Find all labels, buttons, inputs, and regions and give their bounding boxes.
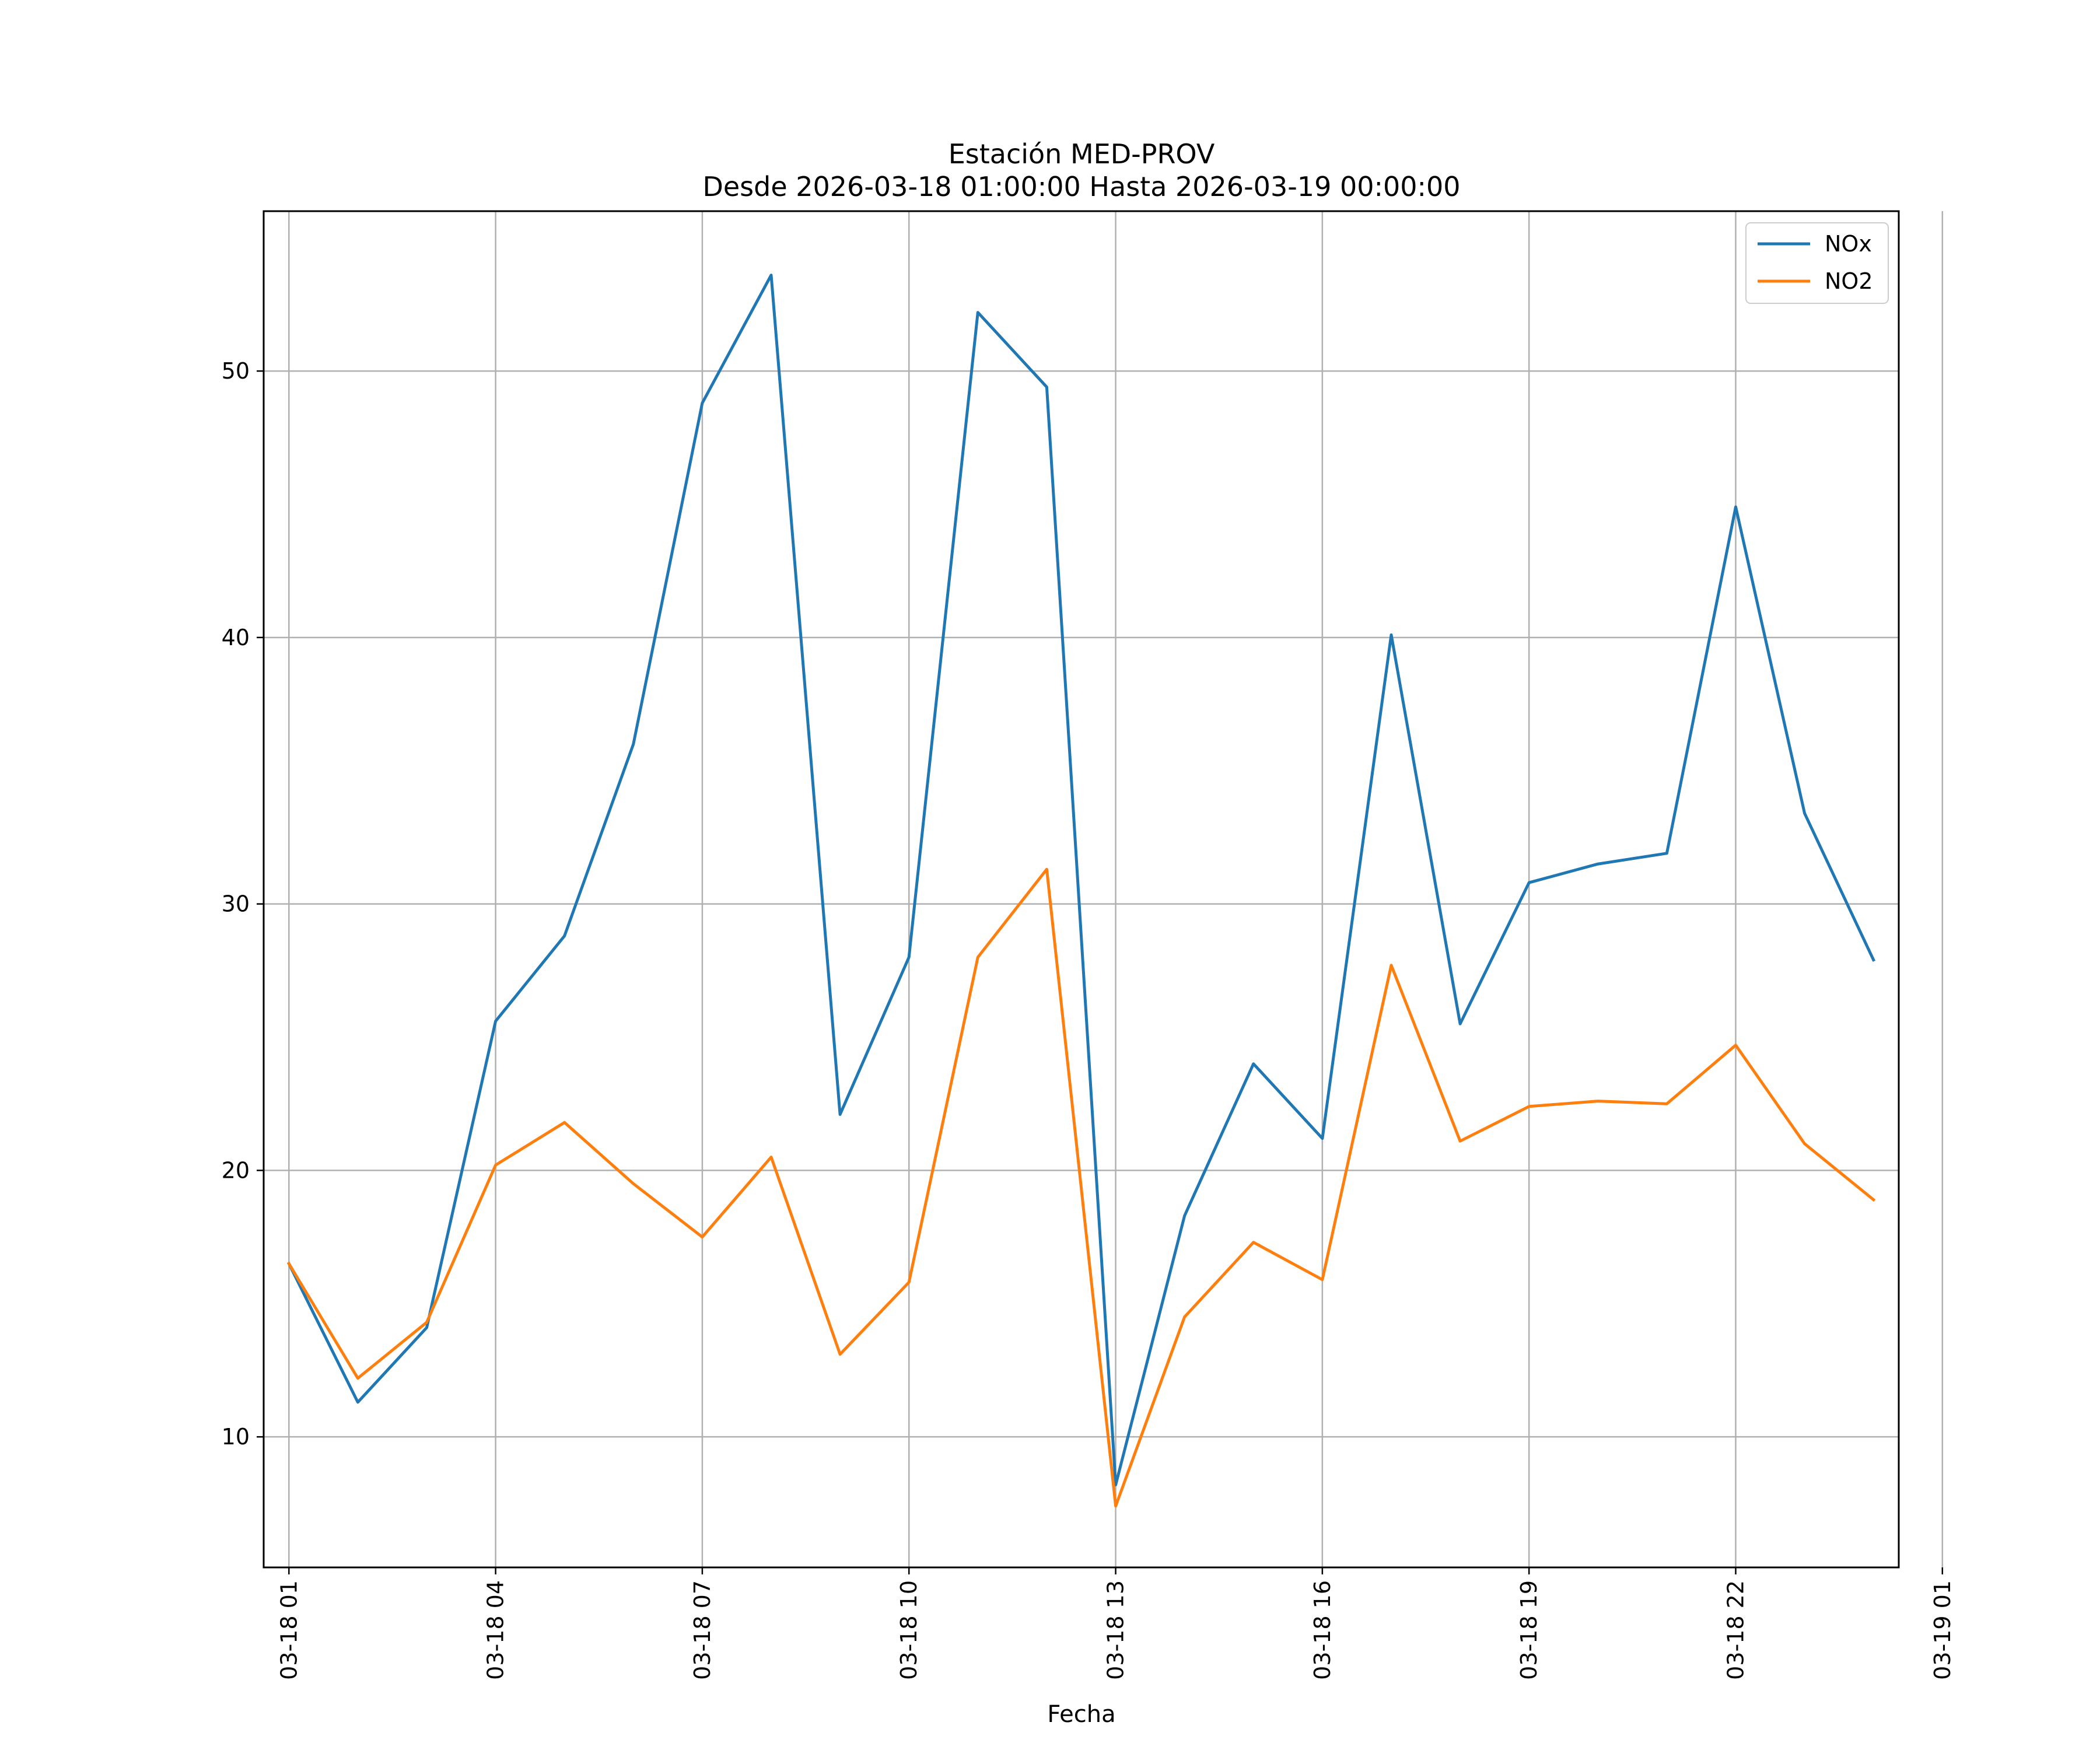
legend-label-no2: NO2 [1825, 268, 1873, 294]
grid [264, 211, 1944, 1567]
legend-label-nox: NOx [1825, 231, 1872, 257]
y-tick-label: 20 [222, 1157, 250, 1183]
x-axis-ticks: 03-18 01 03-18 04 03-18 07 03-18 10 03-18 13… [276, 1567, 1955, 1680]
series-lines [286, 274, 1876, 1508]
y-axis-ticks: 10 20 30 40 50 [222, 358, 264, 1450]
y-tick-label: 50 [222, 358, 250, 384]
legend: NOx NO2 [1745, 222, 1889, 304]
chart-subtitle: Desde 2026-03-18 01:00:00 Hasta 2026-03-… [702, 171, 1460, 202]
y-tick-label: 30 [222, 891, 250, 917]
series-line-no2 [286, 867, 1876, 1508]
x-tick-label: 03-19 01 [1930, 1580, 1955, 1680]
y-tick-label: 10 [222, 1424, 250, 1450]
x-tick-label: 03-18 22 [1723, 1580, 1748, 1680]
series-line-nox [286, 274, 1876, 1486]
x-tick-label: 03-18 01 [276, 1580, 302, 1680]
x-tick-label: 03-18 04 [483, 1580, 509, 1680]
x-axis-label: Fecha [1047, 1701, 1115, 1728]
x-tick-label: 03-18 10 [896, 1580, 922, 1680]
x-tick-label: 03-18 13 [1103, 1580, 1129, 1680]
y-tick-label: 40 [222, 625, 250, 650]
x-tick-label: 03-18 16 [1310, 1580, 1335, 1680]
chart-title: Estación MED-PROV [949, 138, 1215, 170]
plot-frame [262, 210, 1900, 1569]
x-tick-label: 03-18 19 [1516, 1580, 1542, 1680]
x-tick-label: 03-18 07 [690, 1580, 715, 1680]
